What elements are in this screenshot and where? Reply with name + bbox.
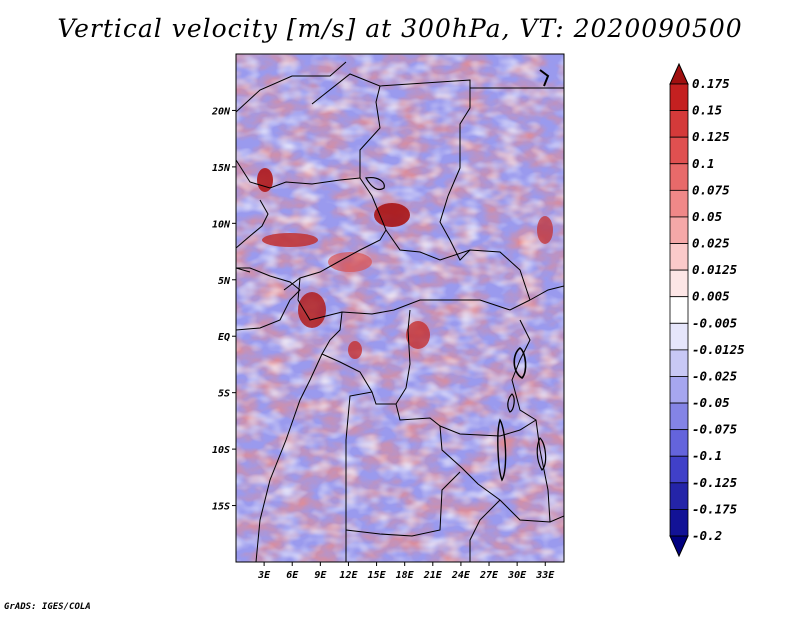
colorbar-label: -0.025 [692,368,738,383]
updraft-core [348,341,362,359]
x-tick-label: 24E [451,570,471,581]
colorbar-swatch [669,216,689,244]
footer-credit: GrADS: IGES/COLA [4,602,91,612]
colorbar-label: 0.0125 [692,262,738,277]
colorbar: 0.175 0.15 0.125 0.1 0.075 0.05 0.025 0.0125 0.0… [669,62,745,558]
x-tick-label: 33E [535,570,555,581]
colorbar-min-arrow [669,535,689,558]
y-tick-label: 5S [218,389,230,400]
colorbar-label: -0.175 [692,501,738,516]
updraft-core [257,168,273,192]
colorbar-label: 0.125 [692,129,730,144]
lakes-outline [365,69,550,482]
y-tick-label: 15N [212,163,231,174]
y-tick-label: 10N [212,219,231,230]
colorbar-label: 0.175 [692,76,730,91]
y-tick-label: 20N [211,106,231,117]
x-tick-label: 6E [286,570,299,581]
x-tick-label: 30E [507,570,527,581]
colorbar-swatch [669,402,689,431]
colorbar-label: 0.025 [692,236,730,251]
colorbar-label: -0.2 [692,528,722,543]
updraft-core [262,233,318,247]
colorbar-label: -0.1 [692,448,722,463]
y-tick-label: 5N [218,276,231,287]
colorbar-label: 0.15 [692,103,723,118]
colorbar-swatch [669,110,689,138]
colorbar-swatch [669,455,689,484]
x-tick-label: 15E [368,570,387,581]
colorbar-label: 0.075 [692,182,730,197]
x-tick-label: 9E [314,570,327,581]
updraft-core [328,252,372,272]
updraft-core [537,216,553,244]
colorbar-swatch [669,189,689,218]
colorbar-label: -0.0125 [692,342,745,357]
colorbar-swatch [669,136,689,165]
x-tick-label: 18E [396,570,415,581]
x-tick-label: 21E [423,570,443,581]
colorbar-swatch [669,83,689,111]
x-tick-label: 3E [257,570,271,581]
colorbar-swatch [669,322,689,351]
y-axis: 20N 15N 10N 5N EQ 5S 10S 15S [211,106,236,513]
colorbar-label: -0.005 [692,315,738,330]
colorbar-label: 0.005 [692,289,730,304]
y-tick-label: EQ [218,332,230,343]
chart-title: Vertical velocity [m/s] at 300hPa, VT: 2… [57,14,743,43]
colorbar-swatch [669,376,689,404]
country-boundaries [236,61,564,562]
updraft-core [406,321,430,349]
colorbar-label: 0.1 [692,156,715,171]
y-tick-label: 10S [212,445,230,456]
x-axis: 3E 6E 9E 12E 15E 18E 21E 24E 27E 30E 33E [257,562,555,581]
x-tick-label: 27E [479,570,499,581]
colorbar-label: 0.05 [692,209,723,224]
y-tick-label: 15S [212,502,230,513]
x-tick-label: 12E [339,570,358,581]
colorbar-swatch [669,509,689,537]
colorbar-label: -0.075 [692,422,738,437]
updraft-core [374,203,410,227]
colorbar-swatch [669,429,689,457]
colorbar-max-arrow [669,62,689,85]
map-frame [235,53,565,563]
colorbar-label: -0.125 [692,475,738,490]
colorbar-swatch [669,269,689,298]
colorbar-swatch [669,349,689,377]
colorbar-swatch [669,163,689,191]
colorbar-swatch [669,243,689,271]
colorbar-label: -0.05 [692,395,730,410]
colorbar-swatch [669,296,689,324]
colorbar-swatch [669,482,689,510]
updraft-core [298,292,326,328]
